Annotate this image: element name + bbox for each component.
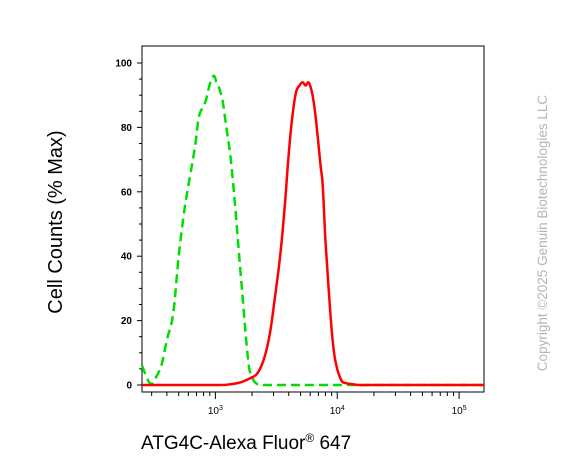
y-tick-label: 20 [121, 316, 133, 327]
y-axis-label: Cell Counts (% Max) [45, 130, 67, 313]
y-tick-label: 60 [121, 187, 133, 198]
x-axis-label: ATG4C-Alexa Fluor® 647 [141, 431, 351, 454]
x-tick-label: 105 [452, 405, 467, 417]
x-tick-exponent: 4 [341, 405, 345, 412]
copyright-watermark: Copyright ©2025 Genuin Biotechnologies L… [535, 95, 550, 372]
y-tick-label: 80 [121, 123, 133, 134]
control-series-line [140, 74, 484, 387]
y-tick-label: 100 [115, 59, 132, 70]
y-tick-label: 0 [126, 381, 132, 392]
x-tick-label: 103 [208, 405, 223, 417]
x-axis: 103 104 105 [151, 392, 467, 417]
y-tick-label: 40 [121, 252, 133, 263]
plot-border [141, 45, 485, 393]
x-tick-base: 10 [330, 406, 342, 417]
x-axis-label-registered: ® [305, 431, 314, 445]
x-tick-base: 10 [452, 406, 464, 417]
x-tick-label: 104 [330, 405, 345, 417]
x-tick-base: 10 [208, 406, 220, 417]
x-axis-label-suffix: 647 [314, 433, 351, 454]
sample-series-line [141, 81, 484, 387]
plot-frame [141, 45, 485, 393]
y-axis: 0 20 40 60 80 100 [115, 59, 142, 392]
series-layer [140, 74, 484, 387]
x-tick-exponent: 5 [463, 405, 467, 412]
x-tick-exponent: 3 [219, 405, 223, 412]
x-axis-label-main: ATG4C-Alexa Fluor [141, 433, 306, 454]
